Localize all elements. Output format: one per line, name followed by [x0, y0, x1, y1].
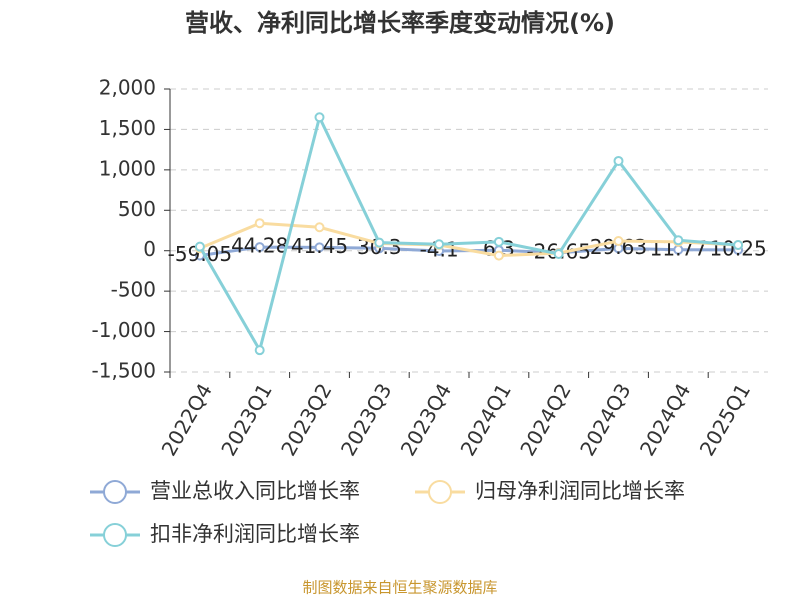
- data-label: 41.45: [291, 234, 348, 258]
- data-point: [194, 241, 205, 252]
- data-point: [613, 236, 624, 247]
- data-point: [314, 222, 325, 233]
- legend-label: 扣非净利润同比增长率: [150, 522, 360, 546]
- data-point: [254, 345, 265, 356]
- data-point: [673, 235, 684, 246]
- x-tick-label: 2023Q2: [276, 379, 336, 460]
- y-tick-label: -500: [111, 278, 156, 302]
- y-tick-label: -1,500: [92, 359, 156, 383]
- y-tick-label: -1,000: [92, 318, 156, 342]
- data-point: [553, 248, 564, 259]
- y-tick-label: 2,000: [99, 76, 156, 100]
- x-tick-label: 2023Q4: [396, 379, 456, 460]
- source-note: 制图数据来自恒生聚源数据库: [302, 579, 497, 597]
- x-tick-label: 2024Q1: [456, 379, 516, 460]
- data-point: [254, 242, 265, 253]
- legend-label: 归母净利润同比增长率: [475, 479, 685, 503]
- data-point: [314, 112, 325, 123]
- data-label: 44.28: [231, 234, 288, 258]
- x-tick-label: 2023Q1: [216, 379, 276, 460]
- x-tick-label: 2025Q1: [695, 379, 755, 460]
- x-tick-label: 2024Q3: [575, 379, 635, 460]
- data-point: [314, 242, 325, 253]
- data-point: [374, 237, 385, 248]
- x-tick-label: 2023Q3: [336, 379, 396, 460]
- legend-label: 营业总收入同比增长率: [150, 479, 360, 503]
- data-point: [493, 250, 504, 261]
- legend-marker: [103, 523, 127, 547]
- x-tick-label: 2022Q4: [157, 379, 217, 460]
- data-point: [254, 218, 265, 229]
- legend-marker: [103, 480, 127, 504]
- data-point: [493, 236, 504, 247]
- data-point: [613, 155, 624, 166]
- x-tick-label: 2024Q4: [635, 379, 695, 460]
- legend-marker: [428, 480, 452, 504]
- y-tick-label: 1,500: [99, 116, 156, 140]
- series-line: [199, 221, 739, 258]
- data-point: [434, 239, 445, 250]
- y-tick-label: 1,000: [99, 156, 156, 180]
- data-point: [733, 240, 744, 251]
- data-label: -59.05: [168, 242, 232, 266]
- y-tick-label: 500: [118, 197, 156, 221]
- series-line: [198, 112, 739, 355]
- chart-title: 营收、净利同比增长率季度变动情况(%): [185, 9, 615, 37]
- y-tick-label: 0: [143, 237, 156, 261]
- x-tick-label: 2024Q2: [515, 379, 575, 460]
